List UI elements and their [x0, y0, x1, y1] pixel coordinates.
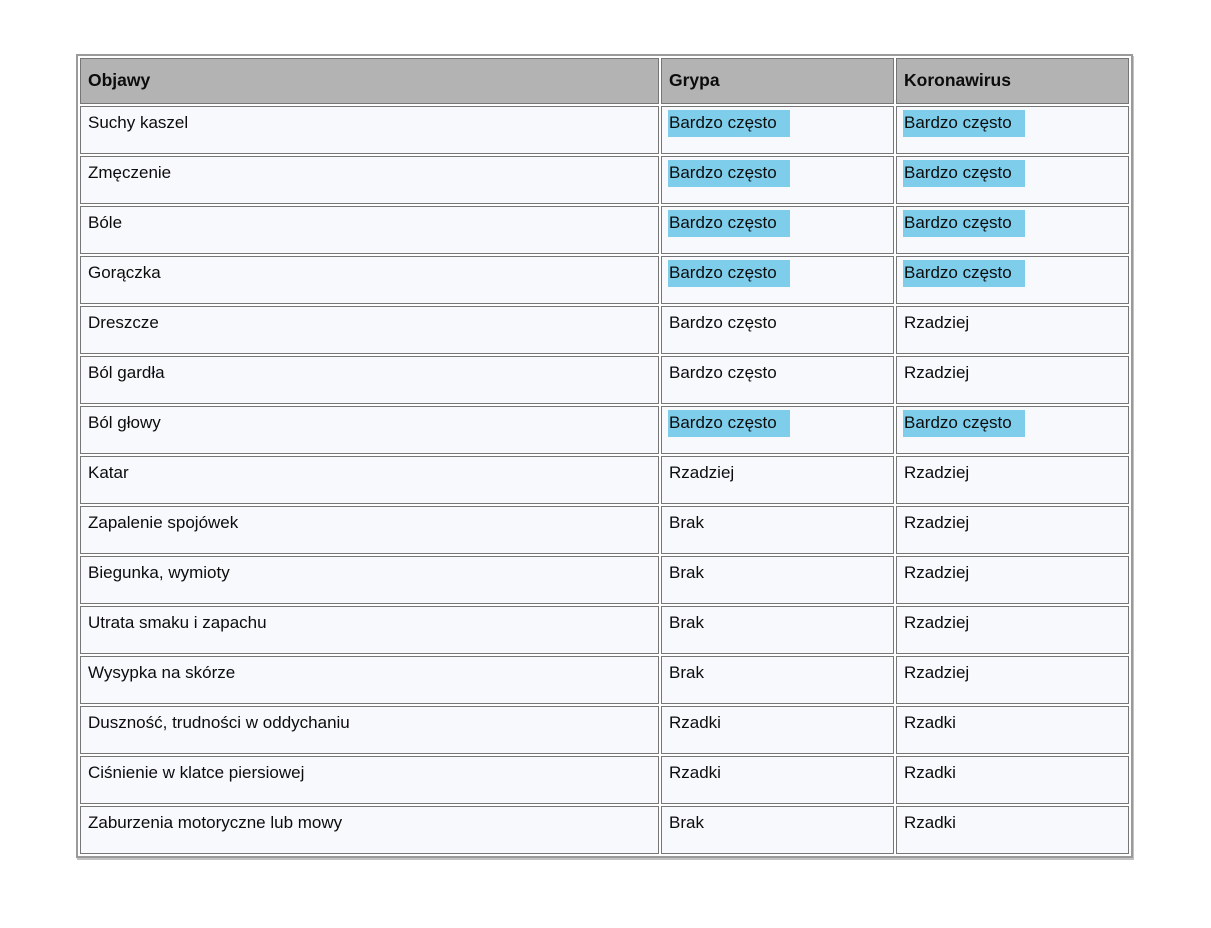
grypa-frequency-cell: Bardzo często [661, 356, 894, 404]
koronawirus-frequency-cell: Rzadki [896, 706, 1129, 754]
frequency-value: Rzadziej [904, 313, 970, 332]
table-body: Suchy kaszel Bardzo często Bardzo często Zm… [80, 106, 1129, 854]
highlighted-frequency-value: Bardzo często [668, 410, 790, 437]
symptom-cell: Suchy kaszel [80, 106, 659, 154]
table-row: Biegunka, wymioty Brak Rzadziej [80, 556, 1129, 604]
frequency-value: Rzadki [904, 713, 956, 732]
grypa-frequency-cell: Brak [661, 606, 894, 654]
symptom-cell: Zapalenie spojówek [80, 506, 659, 554]
koronawirus-frequency-cell: Bardzo często [896, 206, 1129, 254]
column-header-objawy: Objawy [80, 58, 659, 104]
grypa-frequency-cell: Bardzo często [661, 106, 894, 154]
koronawirus-frequency-cell: Rzadziej [896, 456, 1129, 504]
symptom-cell: Katar [80, 456, 659, 504]
koronawirus-frequency-cell: Rzadki [896, 756, 1129, 804]
frequency-value: Rzadziej [904, 463, 970, 482]
table-row: Duszność, trudności w oddychaniu Rzadki Rz… [80, 706, 1129, 754]
symptom-cell: Ciśnienie w klatce piersiowej [80, 756, 659, 804]
table-header: Objawy Grypa Koronawirus [80, 58, 1129, 104]
frequency-value: Brak [669, 563, 704, 582]
frequency-value: Rzadziej [904, 663, 970, 682]
grypa-frequency-cell: Brak [661, 556, 894, 604]
symptom-cell: Utrata smaku i zapachu [80, 606, 659, 654]
grypa-frequency-cell: Bardzo często [661, 156, 894, 204]
symptom-cell: Zaburzenia motoryczne lub mowy [80, 806, 659, 854]
symptom-cell: Biegunka, wymioty [80, 556, 659, 604]
table-row: Dreszcze Bardzo często Rzadziej [80, 306, 1129, 354]
highlighted-frequency-value: Bardzo często [668, 210, 790, 237]
koronawirus-frequency-cell: Rzadziej [896, 356, 1129, 404]
grypa-frequency-cell: Bardzo często [661, 206, 894, 254]
grypa-frequency-cell: Brak [661, 806, 894, 854]
grypa-frequency-cell: Rzadziej [661, 456, 894, 504]
highlighted-frequency-value: Bardzo często [903, 260, 1025, 287]
table-row: Gorączka Bardzo często Bardzo często [80, 256, 1129, 304]
highlighted-frequency-value: Bardzo często [903, 160, 1025, 187]
frequency-value: Rzadki [904, 813, 956, 832]
symptom-cell: Bóle [80, 206, 659, 254]
frequency-value: Rzadziej [904, 613, 970, 632]
highlighted-frequency-value: Bardzo często [668, 160, 790, 187]
symptom-comparison-table-container: Objawy Grypa Koronawirus Suchy kaszel Bar… [76, 54, 1133, 858]
grypa-frequency-cell: Brak [661, 656, 894, 704]
symptom-cell: Ból głowy [80, 406, 659, 454]
symptom-cell: Wysypka na skórze [80, 656, 659, 704]
koronawirus-frequency-cell: Bardzo często [896, 256, 1129, 304]
frequency-value: Brak [669, 813, 704, 832]
koronawirus-frequency-cell: Bardzo często [896, 106, 1129, 154]
table-row: Bóle Bardzo często Bardzo często [80, 206, 1129, 254]
highlighted-frequency-value: Bardzo często [903, 210, 1025, 237]
grypa-frequency-cell: Rzadki [661, 706, 894, 754]
grypa-frequency-cell: Bardzo często [661, 406, 894, 454]
table-row: Zaburzenia motoryczne lub mowy Brak Rzadki [80, 806, 1129, 854]
table-row: Ból gardła Bardzo często Rzadziej [80, 356, 1129, 404]
koronawirus-frequency-cell: Rzadziej [896, 306, 1129, 354]
frequency-value: Bardzo często [669, 313, 777, 332]
column-header-grypa: Grypa [661, 58, 894, 104]
koronawirus-frequency-cell: Bardzo często [896, 406, 1129, 454]
table-row: Wysypka na skórze Brak Rzadziej [80, 656, 1129, 704]
highlighted-frequency-value: Bardzo często [903, 110, 1025, 137]
frequency-value: Rzadziej [904, 513, 970, 532]
column-header-koronawirus: Koronawirus [896, 58, 1129, 104]
header-row: Objawy Grypa Koronawirus [80, 58, 1129, 104]
frequency-value: Rzadki [669, 713, 721, 732]
symptom-cell: Duszność, trudności w oddychaniu [80, 706, 659, 754]
frequency-value: Rzadziej [669, 463, 735, 482]
frequency-value: Brak [669, 663, 704, 682]
frequency-value: Rzadki [904, 763, 956, 782]
koronawirus-frequency-cell: Rzadziej [896, 556, 1129, 604]
frequency-value: Brak [669, 513, 704, 532]
table-row: Ciśnienie w klatce piersiowej Rzadki Rzadk… [80, 756, 1129, 804]
highlighted-frequency-value: Bardzo często [903, 410, 1025, 437]
frequency-value: Rzadziej [904, 563, 970, 582]
koronawirus-frequency-cell: Bardzo często [896, 156, 1129, 204]
table-row: Suchy kaszel Bardzo często Bardzo często [80, 106, 1129, 154]
symptom-comparison-table: Objawy Grypa Koronawirus Suchy kaszel Bar… [78, 56, 1131, 856]
symptom-cell: Ból gardła [80, 356, 659, 404]
table-row: Zmęczenie Bardzo często Bardzo często [80, 156, 1129, 204]
frequency-value: Bardzo często [669, 363, 777, 382]
koronawirus-frequency-cell: Rzadziej [896, 606, 1129, 654]
koronawirus-frequency-cell: Rzadziej [896, 656, 1129, 704]
table-row: Katar Rzadziej Rzadziej [80, 456, 1129, 504]
table-row: Zapalenie spojówek Brak Rzadziej [80, 506, 1129, 554]
frequency-value: Brak [669, 613, 704, 632]
frequency-value: Rzadziej [904, 363, 970, 382]
highlighted-frequency-value: Bardzo często [668, 110, 790, 137]
grypa-frequency-cell: Bardzo często [661, 256, 894, 304]
grypa-frequency-cell: Bardzo często [661, 306, 894, 354]
koronawirus-frequency-cell: Rzadki [896, 806, 1129, 854]
symptom-cell: Gorączka [80, 256, 659, 304]
highlighted-frequency-value: Bardzo często [668, 260, 790, 287]
table-row: Ból głowy Bardzo często Bardzo często [80, 406, 1129, 454]
grypa-frequency-cell: Rzadki [661, 756, 894, 804]
frequency-value: Rzadki [669, 763, 721, 782]
table-row: Utrata smaku i zapachu Brak Rzadziej [80, 606, 1129, 654]
grypa-frequency-cell: Brak [661, 506, 894, 554]
symptom-cell: Dreszcze [80, 306, 659, 354]
koronawirus-frequency-cell: Rzadziej [896, 506, 1129, 554]
symptom-cell: Zmęczenie [80, 156, 659, 204]
